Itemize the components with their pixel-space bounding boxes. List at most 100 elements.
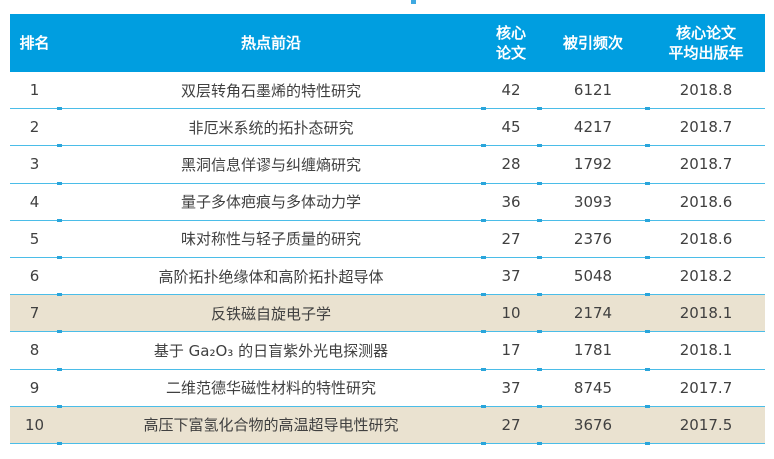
cell-citations: 6121 bbox=[573, 81, 613, 100]
cell-rank: 10 bbox=[24, 415, 45, 434]
table-body: 1 双层转角石墨烯的特性研究 42 6121 2018.8 2 非厄米系统的拓扑态研究 45 4… bbox=[10, 72, 765, 445]
cell-citations: 1781 bbox=[573, 341, 613, 360]
separator-tick bbox=[644, 404, 650, 408]
cell-topic: 反铁磁自旋电子学 bbox=[210, 304, 331, 323]
header-citations: 被引频次 bbox=[562, 33, 623, 52]
cell-core-papers: 42 bbox=[501, 81, 521, 100]
separator-tick bbox=[644, 330, 650, 334]
cell-core-papers: 27 bbox=[501, 415, 521, 434]
separator-tick bbox=[480, 441, 486, 445]
cell-citations: 2376 bbox=[573, 229, 613, 248]
separator-tick bbox=[56, 218, 62, 222]
separator-tick bbox=[480, 404, 486, 408]
cell-core-papers: 27 bbox=[501, 229, 521, 248]
cell-rank: 8 bbox=[29, 341, 40, 360]
separator-tick bbox=[536, 107, 542, 111]
separator-tick bbox=[480, 144, 486, 148]
cell-avg-year: 2018.1 bbox=[679, 341, 733, 360]
separator-tick bbox=[536, 293, 542, 297]
cell-core-papers: 37 bbox=[501, 267, 521, 286]
separator-tick bbox=[56, 441, 62, 445]
cell-citations: 8745 bbox=[573, 378, 613, 397]
separator-tick bbox=[56, 404, 62, 408]
separator-tick bbox=[536, 255, 542, 259]
separator-tick bbox=[56, 181, 62, 185]
cell-citations: 3676 bbox=[573, 415, 613, 434]
table-row: 3 黑洞信息佯谬与纠缠熵研究 28 1792 2018.7 bbox=[10, 146, 765, 185]
cell-core-papers: 45 bbox=[501, 118, 521, 137]
separator-tick bbox=[536, 404, 542, 408]
cell-avg-year: 2018.6 bbox=[679, 192, 733, 211]
header-rank: 排名 bbox=[19, 33, 50, 52]
separator-tick bbox=[56, 330, 62, 334]
table-row: 2 非厄米系统的拓扑态研究 45 4217 2018.7 bbox=[10, 109, 765, 148]
cell-rank: 3 bbox=[29, 155, 40, 174]
separator-tick bbox=[56, 293, 62, 297]
separator-tick bbox=[644, 181, 650, 185]
cell-topic: 量子多体疤痕与多体动力学 bbox=[180, 193, 361, 212]
separator-tick bbox=[480, 367, 486, 371]
separator-tick bbox=[644, 107, 650, 111]
separator-tick bbox=[644, 367, 650, 371]
research-fronts-table: 排名 热点前沿 核心 论文 被引频次 核心论文 平均出版年 1 双层转角石墨烯的特… bbox=[10, 14, 765, 445]
separator-tick bbox=[644, 218, 650, 222]
cell-rank: 4 bbox=[29, 192, 40, 211]
cell-topic: 高压下富氢化合物的高温超导电性研究 bbox=[143, 416, 399, 435]
separator-tick bbox=[644, 441, 650, 445]
cell-rank: 5 bbox=[29, 229, 40, 248]
separator-tick bbox=[480, 181, 486, 185]
cell-citations: 4217 bbox=[573, 118, 613, 137]
header-core-papers: 核心 论文 bbox=[495, 23, 526, 62]
separator-tick bbox=[536, 367, 542, 371]
cell-core-papers: 10 bbox=[501, 304, 521, 323]
separator-tick bbox=[480, 330, 486, 334]
table-row: 7 反铁磁自旋电子学 10 2174 2018.1 bbox=[10, 295, 765, 334]
cell-avg-year: 2018.2 bbox=[679, 267, 733, 286]
header-topic: 热点前沿 bbox=[240, 33, 301, 52]
separator-tick bbox=[480, 293, 486, 297]
cell-topic: 高阶拓扑绝缘体和高阶拓扑超导体 bbox=[158, 267, 384, 286]
cell-rank: 9 bbox=[29, 378, 40, 397]
cell-topic: 双层转角石墨烯的特性研究 bbox=[180, 81, 361, 100]
table-row: 4 量子多体疤痕与多体动力学 36 3093 2018.6 bbox=[10, 183, 765, 222]
cell-avg-year: 2017.7 bbox=[679, 378, 733, 397]
header-avg-year: 核心论文 平均出版年 bbox=[668, 23, 744, 62]
cell-topic: 基于 Ga₂O₃ 的日盲紫外光电探测器 bbox=[153, 341, 389, 360]
cell-core-papers: 36 bbox=[501, 192, 521, 211]
cell-topic: 二维范德华磁性材料的特性研究 bbox=[165, 379, 376, 398]
cell-topic: 非厄米系统的拓扑态研究 bbox=[188, 118, 354, 137]
separator-tick bbox=[536, 218, 542, 222]
cell-avg-year: 2018.8 bbox=[679, 81, 733, 100]
cell-citations: 2174 bbox=[573, 304, 613, 323]
table-row: 9 二维范德华磁性材料的特性研究 37 8745 2017.7 bbox=[10, 369, 765, 408]
cell-core-papers: 37 bbox=[501, 378, 521, 397]
cell-rank: 6 bbox=[29, 267, 40, 286]
table-header-row: 排名 热点前沿 核心 论文 被引频次 核心论文 平均出版年 bbox=[10, 14, 765, 72]
cell-citations: 3093 bbox=[573, 192, 613, 211]
cell-topic: 味对称性与轻子质量的研究 bbox=[180, 230, 361, 249]
separator-tick bbox=[56, 367, 62, 371]
cell-citations: 5048 bbox=[573, 267, 613, 286]
cell-avg-year: 2017.5 bbox=[679, 415, 733, 434]
separator-tick bbox=[644, 144, 650, 148]
cell-core-papers: 17 bbox=[501, 341, 521, 360]
cell-avg-year: 2018.1 bbox=[679, 304, 733, 323]
cell-avg-year: 2018.6 bbox=[679, 229, 733, 248]
separator-tick bbox=[644, 293, 650, 297]
separator-tick bbox=[536, 441, 542, 445]
separator-tick bbox=[480, 218, 486, 222]
separator-tick bbox=[56, 107, 62, 111]
separator-tick bbox=[536, 144, 542, 148]
table-row: 8 基于 Ga₂O₃ 的日盲紫外光电探测器 17 1781 2018.1 bbox=[10, 332, 765, 371]
cell-rank: 7 bbox=[29, 304, 40, 323]
separator-tick bbox=[480, 255, 486, 259]
table-row: 10 高压下富氢化合物的高温超导电性研究 27 3676 2017.5 bbox=[10, 406, 765, 445]
table-row: 5 味对称性与轻子质量的研究 27 2376 2018.6 bbox=[10, 220, 765, 259]
table-row: 1 双层转角石墨烯的特性研究 42 6121 2018.8 bbox=[10, 72, 765, 111]
separator-tick bbox=[480, 107, 486, 111]
cell-core-papers: 28 bbox=[501, 155, 521, 174]
cell-rank: 1 bbox=[29, 81, 40, 100]
cell-topic: 黑洞信息佯谬与纠缠熵研究 bbox=[180, 155, 361, 174]
separator-tick bbox=[56, 255, 62, 259]
